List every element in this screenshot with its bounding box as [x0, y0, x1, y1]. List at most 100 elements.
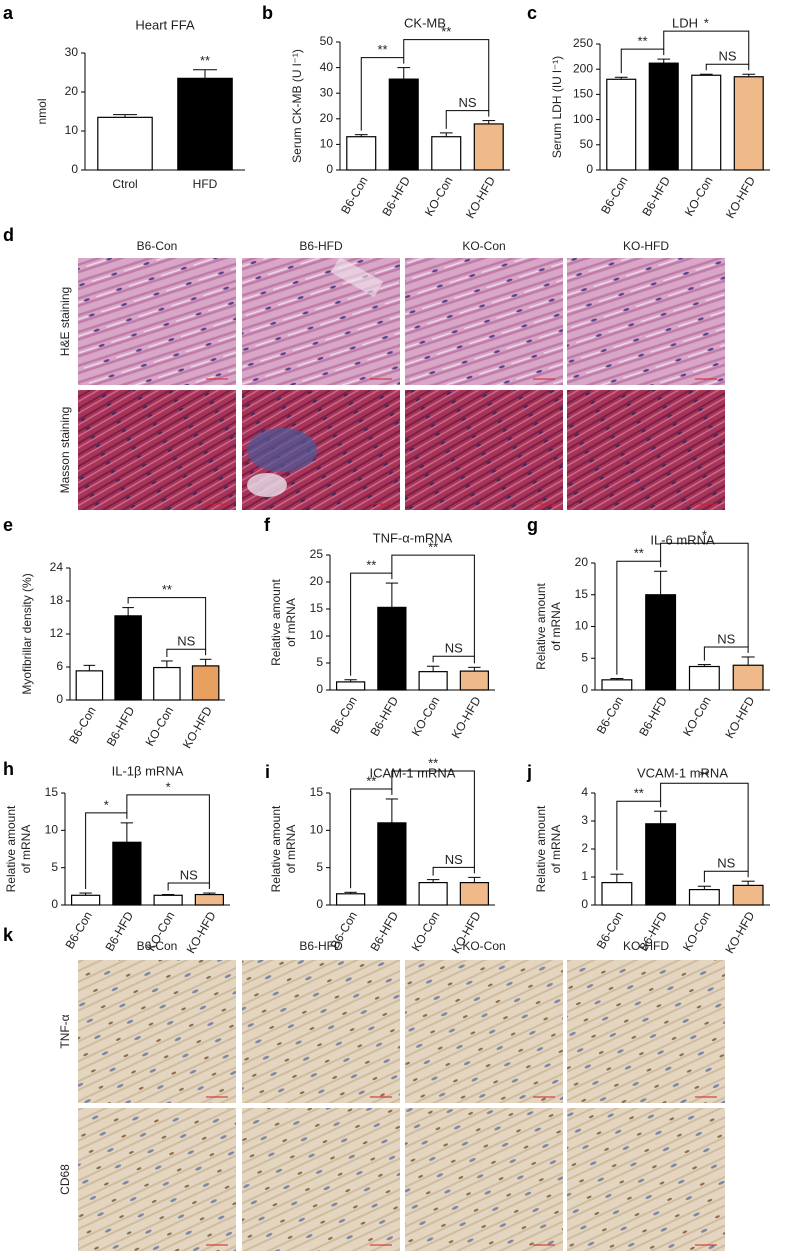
bar	[75, 670, 104, 701]
significance-label: **	[200, 53, 210, 68]
significance-label: NS	[177, 634, 195, 649]
bar	[191, 665, 220, 701]
y-tick-label: 250	[573, 36, 593, 50]
x-tick-label: B6-HFD	[104, 704, 138, 749]
x-tick-label: KO-Con	[409, 909, 443, 954]
significance-bracket	[166, 648, 207, 657]
bar	[606, 78, 637, 171]
x-tick-label: B6-Con	[328, 694, 360, 736]
x-tick-label: KO-HFD	[463, 174, 498, 221]
y-tick-label: 100	[573, 112, 593, 126]
y-tick-label: 10	[310, 823, 324, 837]
column-label: B6-HFD	[299, 239, 343, 253]
bar	[459, 670, 490, 691]
micrograph	[567, 258, 725, 385]
significance-bracket	[167, 882, 210, 891]
column-label: KO-HFD	[623, 239, 669, 253]
micrograph	[405, 390, 563, 510]
x-tick-label: B6-Con	[594, 694, 626, 736]
tissue-gap	[330, 256, 384, 298]
significance-label: *	[702, 528, 707, 543]
column-label: B6-HFD	[299, 939, 343, 953]
significance-label: **	[634, 546, 644, 561]
y-tick-label: 0	[326, 162, 333, 176]
significance-label: NS	[458, 95, 476, 110]
y-tick-label: 0	[56, 692, 63, 706]
bar	[688, 888, 720, 906]
micrograph	[242, 960, 400, 1103]
chart-title: VCAM-1 mRNA	[637, 765, 728, 780]
micrograph	[405, 960, 563, 1103]
x-tick-label: B6-Con	[594, 909, 626, 951]
significance-bracket	[703, 646, 749, 661]
micrograph	[78, 960, 236, 1103]
chart-title: TNF-α-mRNA	[373, 530, 453, 545]
significance-label: **	[441, 24, 451, 39]
significance-label: **	[366, 773, 376, 788]
x-tick-label: KO-Con	[682, 174, 716, 219]
panel-letter: k	[3, 925, 14, 945]
y-tick-label: 18	[50, 593, 64, 607]
x-tick-label: KO-HFD	[449, 694, 484, 741]
significance-label: *	[704, 16, 709, 31]
bar	[336, 681, 366, 691]
y-tick-label: 15	[310, 785, 324, 799]
bar	[418, 881, 448, 906]
significance-bracket	[432, 866, 475, 876]
x-tick-label: HFD	[193, 177, 218, 191]
significance-label: **	[366, 558, 376, 573]
y-tick-label: 20	[65, 84, 79, 98]
bar	[153, 666, 181, 701]
significance-bracket	[616, 800, 662, 871]
x-tick-label: B6-Con	[338, 174, 370, 216]
y-axis-label: nmol	[35, 98, 49, 124]
x-tick-label: KO-HFD	[722, 909, 757, 956]
bar	[431, 136, 462, 171]
significance-label: **	[428, 755, 438, 770]
fibrosis-stain	[247, 428, 317, 472]
significance-bracket	[705, 63, 750, 71]
bar	[177, 77, 233, 171]
significance-bracket	[663, 30, 750, 65]
panel-letter: j	[526, 762, 532, 782]
x-tick-label: B6-HFD	[639, 174, 673, 219]
significance-label: NS	[445, 641, 463, 656]
bar	[336, 893, 366, 906]
y-tick-label: 15	[310, 601, 324, 615]
bar	[691, 74, 722, 171]
bar	[70, 894, 101, 906]
y-tick-label: 6	[56, 659, 63, 673]
significance-label: **	[162, 582, 172, 597]
significance-label: NS	[717, 631, 735, 646]
y-axis-label: Myofibrillar density (%)	[20, 573, 34, 694]
significance-label: **	[699, 768, 709, 783]
row-label: Masson staining	[58, 407, 72, 494]
y-axis-label: Relative amount	[4, 805, 18, 892]
y-axis-label: of mRNA	[284, 825, 298, 874]
significance-label: NS	[180, 867, 198, 882]
bar	[388, 78, 419, 171]
y-axis-label: of mRNA	[284, 598, 298, 647]
bar	[346, 136, 377, 171]
significance-bracket	[620, 48, 665, 74]
bar	[153, 894, 183, 906]
bar	[733, 76, 764, 171]
column-label: KO-Con	[462, 239, 505, 253]
x-tick-label: B6-HFD	[367, 694, 401, 739]
micrograph	[567, 390, 725, 510]
y-tick-label: 40	[320, 60, 334, 74]
significance-bracket	[432, 655, 475, 664]
y-axis-label: Serum CK-MB (U l⁻¹)	[290, 49, 304, 163]
bar	[418, 671, 448, 691]
bar	[377, 822, 407, 906]
x-tick-label: B6-HFD	[379, 174, 413, 219]
chart-title: ICAM-1 mRNA	[370, 765, 456, 780]
bar	[648, 62, 679, 171]
micrograph	[242, 1108, 400, 1251]
y-tick-label: 20	[310, 574, 324, 588]
row-label: H&E staining	[58, 287, 72, 356]
x-tick-label: B6-Con	[63, 909, 95, 951]
y-axis-label: Relative amount	[534, 805, 548, 892]
y-axis-label: of mRNA	[549, 825, 563, 874]
